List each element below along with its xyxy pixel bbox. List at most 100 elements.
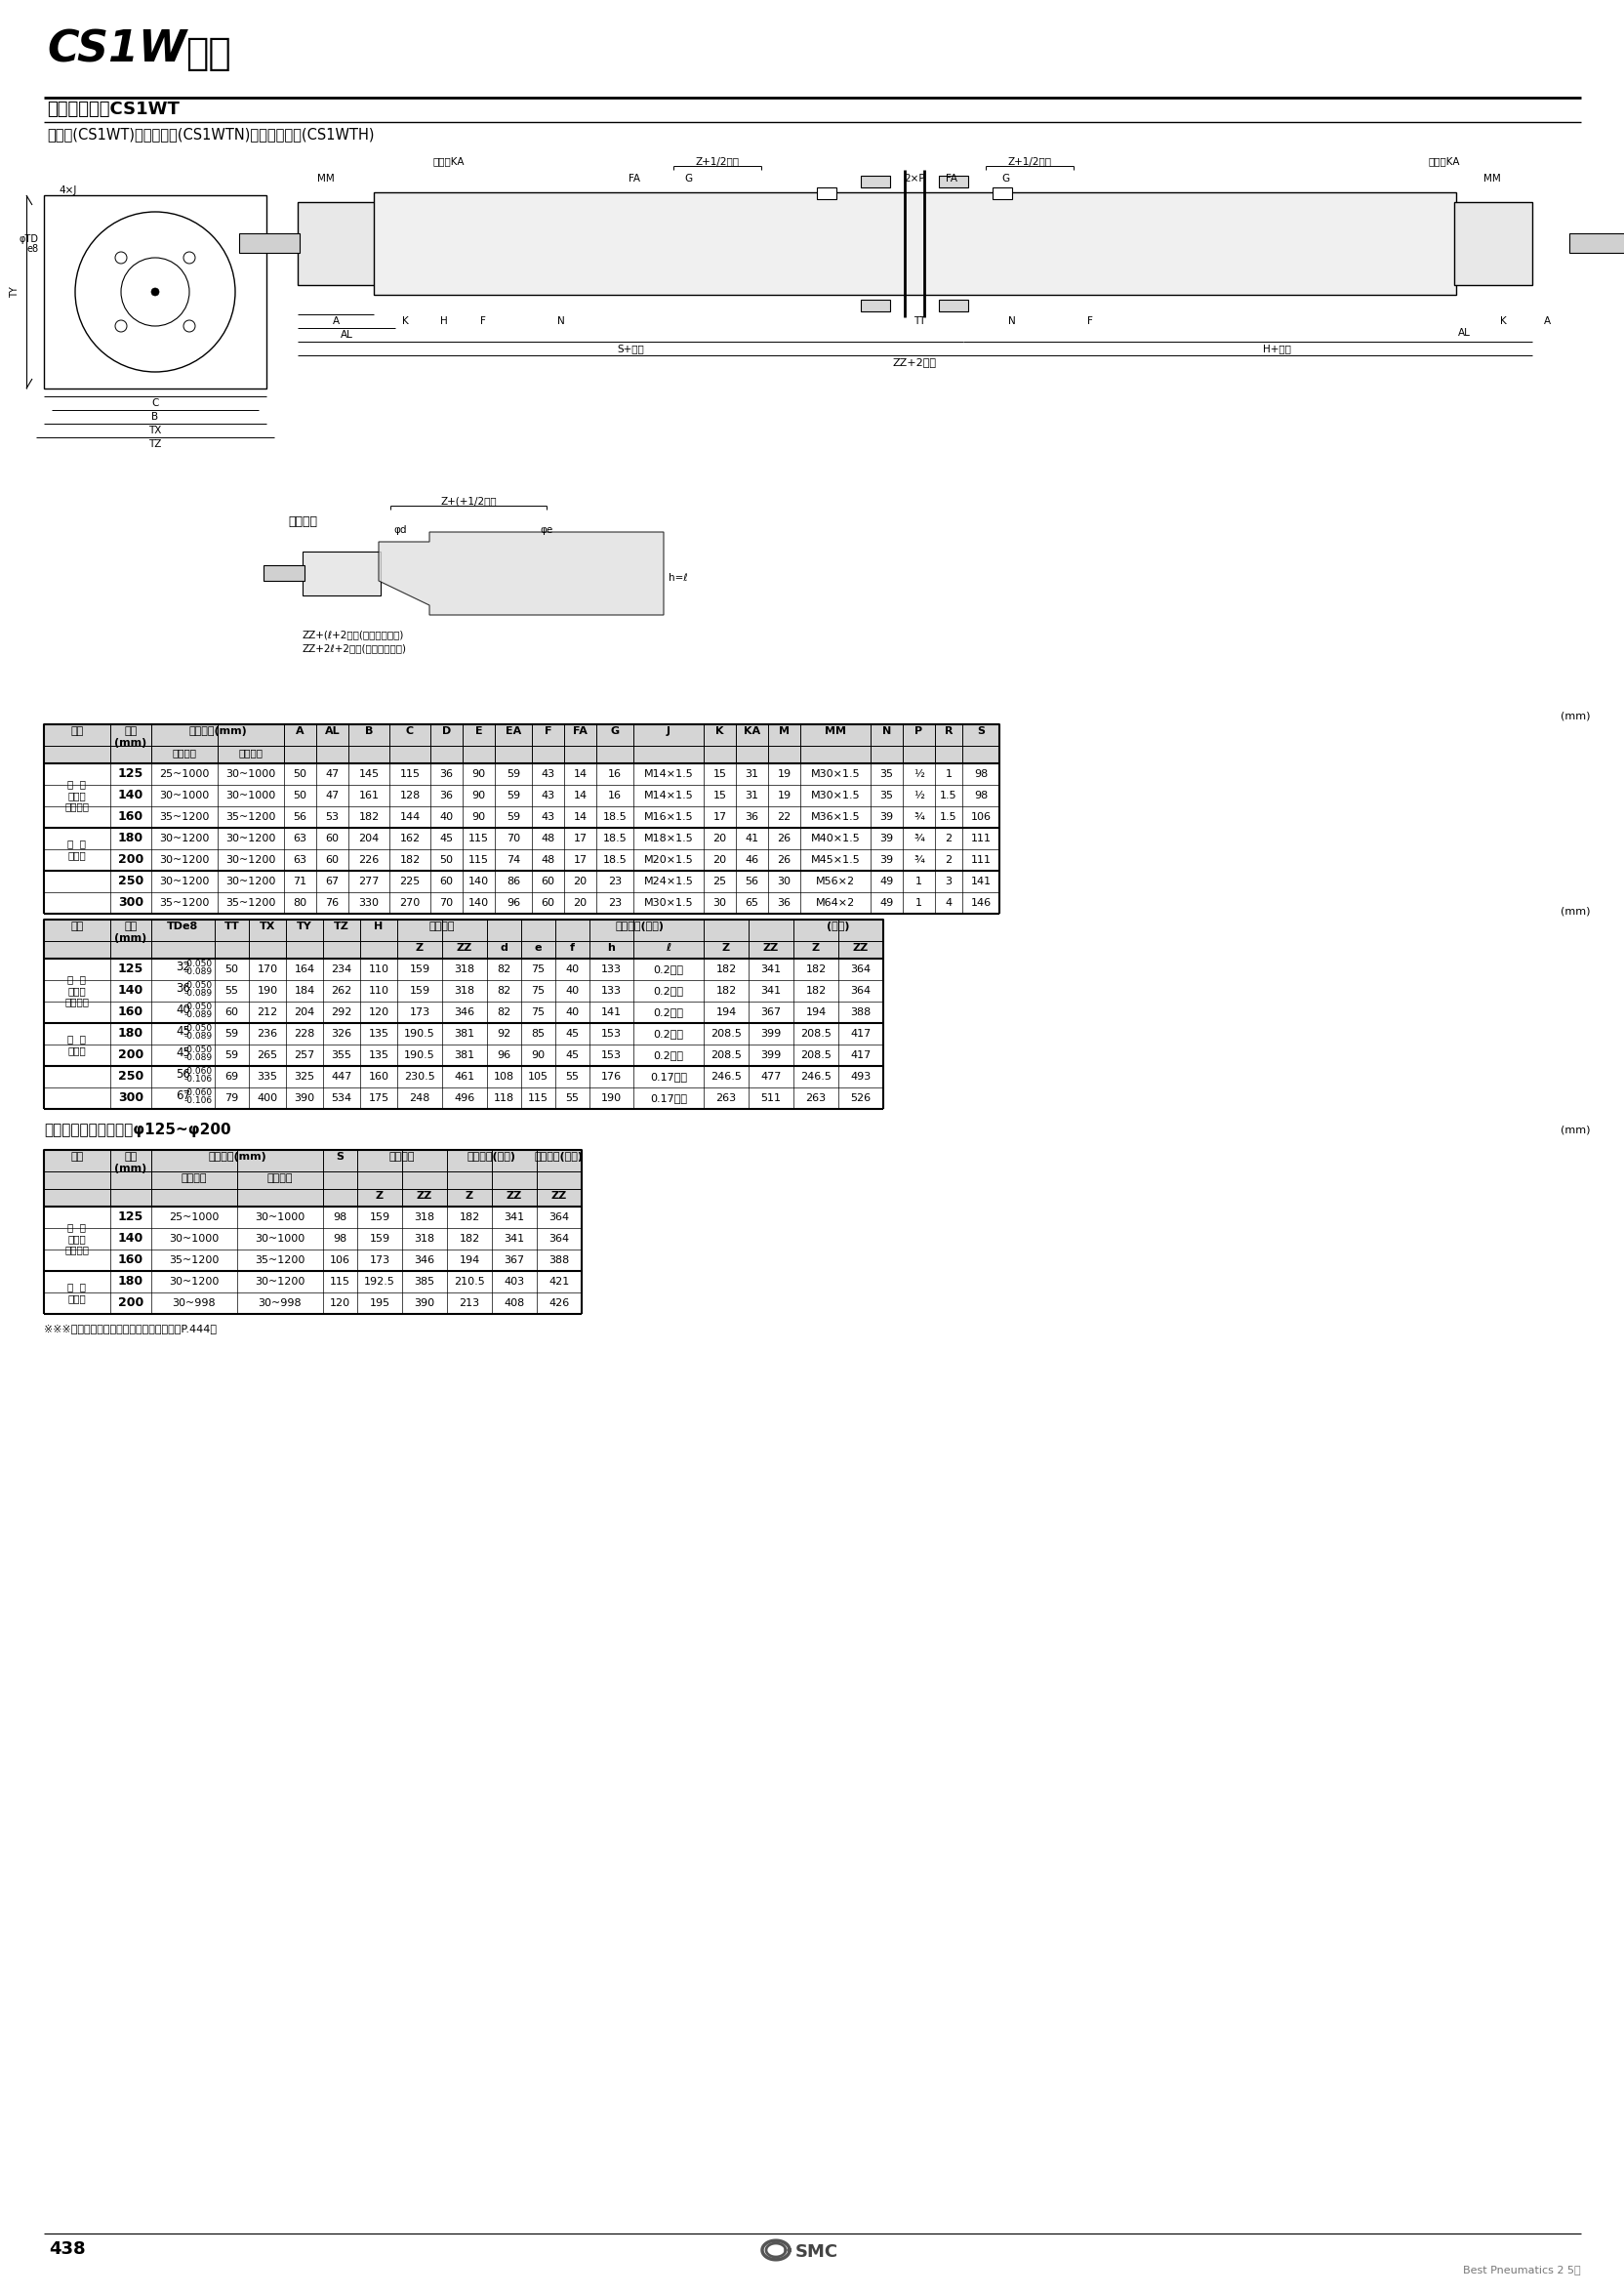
Text: -0.089: -0.089 (184, 1053, 213, 1063)
Text: 17: 17 (573, 833, 586, 845)
Text: B: B (151, 411, 159, 422)
Text: ZZ: ZZ (763, 943, 778, 952)
Text: -0.050: -0.050 (184, 1047, 213, 1056)
Text: 381: 381 (455, 1051, 474, 1060)
Text: 行程范围(mm): 行程范围(mm) (208, 1152, 266, 1161)
Text: 385: 385 (414, 1276, 435, 1287)
Text: 20: 20 (573, 897, 586, 909)
Text: 20: 20 (713, 833, 726, 845)
Bar (44, 920, 883, 959)
Text: 1.5: 1.5 (939, 812, 957, 822)
Text: 60: 60 (224, 1008, 239, 1017)
Text: 160: 160 (119, 1253, 143, 1267)
Text: 145: 145 (359, 769, 378, 778)
Text: 二面宽KA: 二面宽KA (434, 156, 464, 165)
Text: 175: 175 (369, 1092, 388, 1104)
Text: 0.2行程: 0.2行程 (653, 987, 684, 996)
Text: 200: 200 (119, 854, 143, 865)
Text: 263: 263 (806, 1092, 825, 1104)
Text: 35~1200: 35~1200 (169, 1255, 219, 1265)
Text: ¾: ¾ (913, 812, 924, 822)
Text: 90: 90 (471, 812, 486, 822)
Text: 30~1000: 30~1000 (255, 1212, 305, 1223)
Text: 262: 262 (331, 987, 352, 996)
Text: 0.17行程: 0.17行程 (650, 1072, 687, 1081)
Text: 318: 318 (455, 987, 474, 996)
Text: 98: 98 (973, 769, 987, 778)
Text: 173: 173 (409, 1008, 430, 1017)
Text: 75: 75 (531, 1008, 544, 1017)
Text: 408: 408 (503, 1299, 525, 1308)
Text: 341: 341 (760, 987, 781, 996)
Text: 318: 318 (455, 964, 474, 975)
Text: 140: 140 (119, 985, 143, 996)
Text: Z: Z (464, 1191, 473, 1200)
Text: 364: 364 (849, 987, 870, 996)
Text: 39: 39 (879, 833, 893, 845)
Text: 115: 115 (528, 1092, 549, 1104)
Text: 204: 204 (359, 833, 378, 845)
Text: 367: 367 (760, 1008, 781, 1017)
Text: 159: 159 (369, 1235, 390, 1244)
Text: 170: 170 (257, 964, 278, 975)
Text: 63: 63 (292, 833, 307, 845)
Text: 45: 45 (175, 1026, 190, 1037)
Text: FA: FA (628, 174, 640, 184)
Text: 30~1200: 30~1200 (255, 1276, 305, 1287)
Text: S: S (976, 725, 984, 737)
Text: 346: 346 (455, 1008, 474, 1017)
Text: ZZ: ZZ (507, 1191, 521, 1200)
Text: -0.106: -0.106 (184, 1097, 213, 1106)
Text: S: S (336, 1152, 344, 1161)
Text: 给  油
不给油
气液联用: 给 油 不给油 气液联用 (65, 780, 89, 812)
Text: 270: 270 (400, 897, 421, 909)
Text: AL: AL (339, 330, 352, 340)
Text: F: F (544, 725, 551, 737)
Text: 90: 90 (531, 1051, 544, 1060)
Text: 18.5: 18.5 (603, 812, 627, 822)
Text: 180: 180 (119, 833, 143, 845)
Text: 35~1200: 35~1200 (226, 812, 276, 822)
Text: 390: 390 (414, 1299, 435, 1308)
Text: 带防护套: 带防护套 (287, 516, 317, 528)
Text: 给  油
不给油
气液联用: 给 油 不给油 气液联用 (65, 975, 89, 1008)
Text: (两侧): (两侧) (827, 923, 849, 932)
Text: ½: ½ (913, 792, 924, 801)
Text: 48: 48 (541, 856, 555, 865)
Text: 无防护套: 无防护套 (172, 748, 197, 757)
Text: 160: 160 (119, 810, 143, 824)
Text: 265: 265 (257, 1051, 278, 1060)
Text: 35~1200: 35~1200 (226, 897, 276, 909)
Text: N: N (882, 725, 890, 737)
Text: 2: 2 (945, 833, 952, 845)
Text: AL: AL (325, 725, 339, 737)
Text: 115: 115 (468, 833, 489, 845)
Text: J: J (666, 725, 671, 737)
Text: TX: TX (148, 425, 162, 436)
Text: 2: 2 (945, 856, 952, 865)
Text: 2×P: 2×P (903, 174, 924, 184)
Text: 234: 234 (331, 964, 352, 975)
Text: 缸径
(mm): 缸径 (mm) (114, 1152, 146, 1173)
Text: AL: AL (1457, 328, 1470, 337)
Text: 65: 65 (745, 897, 758, 909)
Text: 带防护套(单侧): 带防护套(单侧) (615, 923, 664, 932)
Text: 318: 318 (414, 1235, 435, 1244)
Text: CS1W: CS1W (47, 30, 187, 71)
Text: 115: 115 (468, 856, 489, 865)
Text: 4: 4 (945, 897, 952, 909)
Text: 缸径
(mm): 缸径 (mm) (114, 923, 146, 943)
Text: 30~1000: 30~1000 (255, 1235, 305, 1244)
Text: K: K (715, 725, 723, 737)
Bar (374, 193, 1455, 294)
Text: 364: 364 (549, 1235, 568, 1244)
Text: 98: 98 (333, 1212, 348, 1223)
Text: d: d (500, 943, 508, 952)
Text: M36×1.5: M36×1.5 (810, 812, 859, 822)
Text: 35~1200: 35~1200 (159, 812, 209, 822)
Text: 96: 96 (497, 1051, 510, 1060)
Text: 26: 26 (776, 856, 791, 865)
Text: 208.5: 208.5 (710, 1028, 741, 1040)
Text: 141: 141 (970, 877, 991, 886)
Text: 153: 153 (601, 1051, 622, 1060)
